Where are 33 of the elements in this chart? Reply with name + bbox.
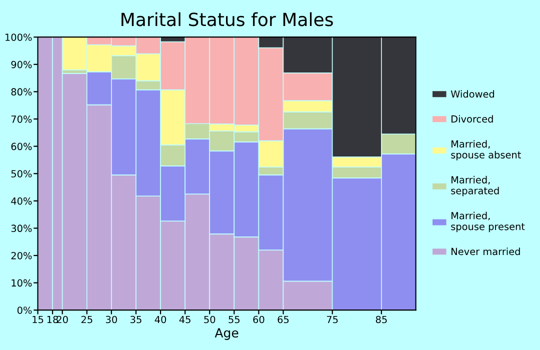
legend-label: Married, spouse absent <box>451 140 521 160</box>
x-tick-label: 55 <box>228 316 240 324</box>
legend-label: Never married <box>452 248 520 256</box>
y-tick-label: 80% <box>11 88 32 96</box>
x-tick-label: 45 <box>179 316 190 324</box>
y-tick-label: 60% <box>11 142 32 150</box>
x-tick-label: 35 <box>130 316 142 324</box>
x-tick-label: 25 <box>81 316 92 324</box>
legend-label: Married, separated <box>451 176 499 196</box>
y-tick-label: 10% <box>12 279 32 287</box>
x-tick-label: 18 <box>47 316 58 324</box>
y-tick-label: 50% <box>11 170 32 178</box>
y-tick-label: 30% <box>11 224 32 232</box>
y-tick-label: 100% <box>6 34 32 41</box>
x-tick-label: 85 <box>376 316 387 324</box>
legend-label: Widowed <box>450 90 494 98</box>
y-tick-label: 90% <box>11 60 32 68</box>
x-axis-title: Age <box>214 328 238 340</box>
y-tick-label: 70% <box>11 115 32 123</box>
x-tick-label: 40 <box>154 316 166 324</box>
x-tick-label: 20 <box>56 316 68 324</box>
legend-label: Married, spouse present <box>451 212 525 232</box>
x-tick-label: 50 <box>204 316 216 324</box>
x-tick-label: 30 <box>106 316 117 324</box>
x-tick-label: 75 <box>326 316 338 324</box>
legend-label: Divorced <box>452 115 493 123</box>
x-tick-label: 60 <box>253 316 264 324</box>
x-tick-label: 65 <box>278 316 289 324</box>
y-tick-label: 0% <box>17 306 32 314</box>
y-tick-label: 40% <box>11 197 32 205</box>
x-tick-label: 15 <box>32 316 44 324</box>
y-tick-label: 20% <box>11 252 32 260</box>
chart-title: Marital Status for Males <box>122 12 333 26</box>
